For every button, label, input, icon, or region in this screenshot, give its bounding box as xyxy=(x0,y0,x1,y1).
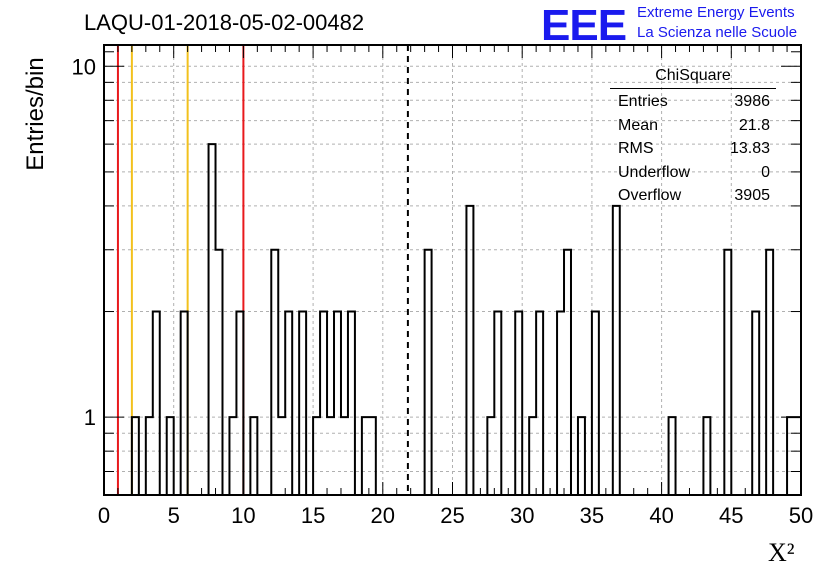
x-ticks: 0 5 10 15 20 25 30 35 40 45 50 xyxy=(98,45,813,528)
stats-label: Mean xyxy=(618,116,659,134)
x-tick-label: 30 xyxy=(510,503,534,528)
logo-line-2: La Scienza nelle Scuole xyxy=(637,24,798,41)
x-tick-label: 45 xyxy=(719,503,743,528)
stats-value: 13.83 xyxy=(729,140,770,157)
stats-row-underflow: Underflow 0 xyxy=(610,161,776,185)
stats-label: Overflow xyxy=(618,187,682,204)
stats-row-overflow: Overflow 3905 xyxy=(610,184,776,208)
x-tick-label: 0 xyxy=(98,503,110,528)
x-tick-label: 20 xyxy=(371,503,395,528)
stats-row-rms: RMS 13.83 xyxy=(610,137,776,161)
marker-lines xyxy=(116,45,409,495)
stats-value: 21.8 xyxy=(738,116,770,134)
stats-value: 3986 xyxy=(734,93,770,110)
stats-label: Underflow xyxy=(618,163,691,181)
y-tick-label: 1 xyxy=(84,405,96,430)
x-axis-label: X² xyxy=(768,538,795,567)
stats-value: 0 xyxy=(761,163,770,181)
stats-row-entries: Entries 3986 xyxy=(610,90,776,114)
stats-label: RMS xyxy=(618,140,654,157)
stats-label: Entries xyxy=(618,93,668,110)
logo-line-1: Extreme Energy Events xyxy=(637,4,795,21)
x-tick-label: 50 xyxy=(789,503,813,528)
x-tick-label: 40 xyxy=(649,503,673,528)
x-tick-label: 5 xyxy=(168,503,180,528)
eee-logo: EEE xyxy=(541,1,627,50)
histogram-outline xyxy=(130,143,802,495)
stats-value: 3905 xyxy=(734,187,770,204)
stats-title: ChiSquare xyxy=(610,64,776,89)
x-tick-label: 25 xyxy=(440,503,464,528)
x-tick-label: 15 xyxy=(301,503,325,528)
chart-title: LAQU-01-2018-05-02-00482 xyxy=(84,10,365,35)
x-tick-label: 10 xyxy=(231,503,255,528)
y-tick-label: 10 xyxy=(72,54,96,79)
x-tick-label: 35 xyxy=(580,503,604,528)
stats-box: ChiSquare Entries 3986 Mean 21.8 RMS 13.… xyxy=(610,64,776,208)
stats-row-mean: Mean 21.8 xyxy=(610,114,776,138)
y-ticks: 1 10 xyxy=(72,51,801,473)
